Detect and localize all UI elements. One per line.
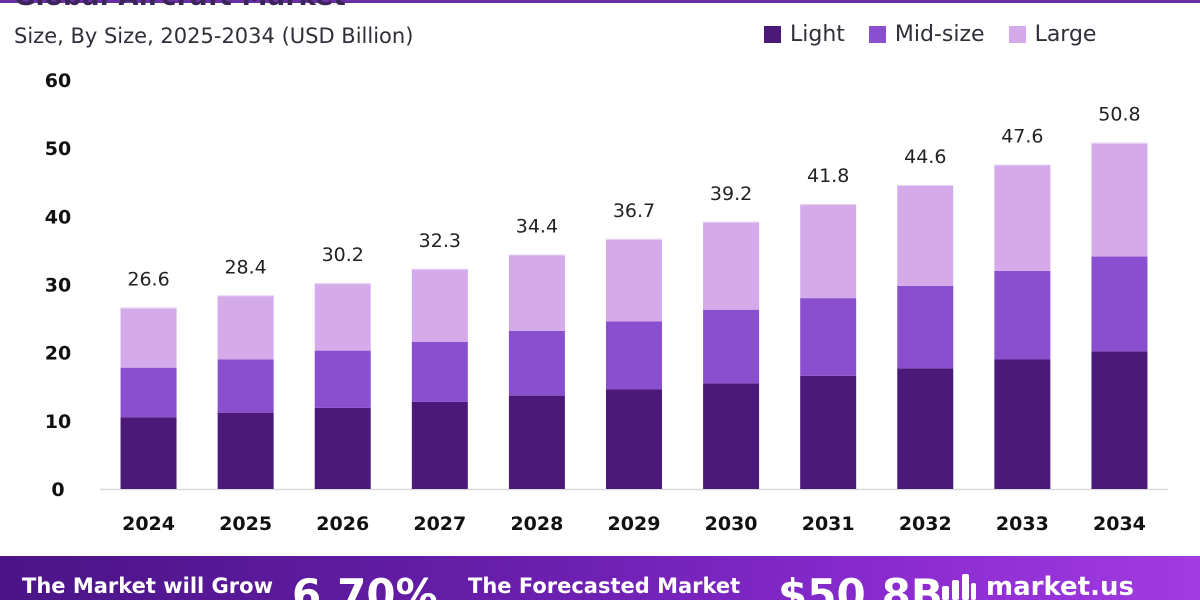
bar-total-label: 41.8 <box>807 165 849 187</box>
x-tick-label: 2026 <box>316 513 369 535</box>
bar-total-label: 32.3 <box>419 230 461 252</box>
legend-item-light: Light <box>764 22 845 47</box>
y-tick-label: 0 <box>51 479 64 501</box>
bar-segment-light <box>703 383 760 489</box>
bar-segment-mid-size <box>800 298 857 376</box>
legend-swatch-light <box>764 26 781 43</box>
bar-segment-mid-size <box>314 350 371 408</box>
x-tick-label: 2031 <box>802 513 855 535</box>
y-tick-label: 60 <box>45 70 71 92</box>
bar-segment-light <box>994 359 1051 489</box>
x-tick-label: 2034 <box>1093 513 1146 535</box>
legend: Light Mid-size Large <box>764 22 1096 47</box>
bar-segment-large <box>411 268 468 342</box>
legend-label-mid-size: Mid-size <box>894 22 985 47</box>
brand-name: market.us <box>986 572 1134 600</box>
bar-segment-large <box>1091 142 1148 257</box>
chart-subtitle: Size, By Size, 2025-2034 (USD Billion) <box>14 24 414 48</box>
legend-label-large: Large <box>1034 22 1097 47</box>
legend-swatch-large <box>1008 26 1026 43</box>
bar-segment-mid-size <box>994 270 1051 360</box>
footer-cagr: 6.70% <box>292 570 438 600</box>
bar-segment-mid-size <box>217 359 274 413</box>
x-tick-label: 2029 <box>608 513 661 535</box>
brand-bars-icon <box>942 574 976 600</box>
bar-total-label: 34.4 <box>516 216 558 238</box>
legend-item-mid-size: Mid-size <box>868 22 985 47</box>
x-tick-label: 2032 <box>899 513 952 535</box>
bar-segment-mid-size <box>411 341 468 402</box>
y-tick-label: 20 <box>45 343 71 365</box>
y-tick-label: 10 <box>45 411 71 433</box>
bar-segment-mid-size <box>606 321 662 390</box>
bar-segment-light <box>217 412 274 489</box>
bar-segment-light <box>314 407 371 489</box>
bar-segment-light <box>897 368 954 489</box>
legend-label-light: Light <box>790 22 845 47</box>
legend-item-large: Large <box>1008 22 1097 47</box>
bar-segment-light <box>411 401 468 489</box>
bar-segment-large <box>800 204 857 299</box>
bar-segment-mid-size <box>1091 256 1148 352</box>
bar-segment-large <box>994 164 1051 271</box>
bar-segment-light <box>800 375 857 489</box>
x-tick-label: 2030 <box>705 513 758 535</box>
bar-total-label: 28.4 <box>224 256 266 278</box>
bar-segment-large <box>897 184 954 286</box>
bar-total-label: 47.6 <box>1001 126 1043 148</box>
bar-segment-light <box>606 389 662 489</box>
bar-total-label: 36.7 <box>613 200 655 222</box>
footer-forecast-value: $50.8B <box>778 570 943 600</box>
bar-segment-mid-size <box>120 367 177 418</box>
bar-segment-light <box>508 395 565 489</box>
x-tick-label: 2027 <box>413 513 466 535</box>
bar-total-label: 30.2 <box>322 244 364 266</box>
top-border <box>0 0 1200 3</box>
brand-logo[interactable]: market.us <box>940 572 1134 600</box>
bar-segment-light <box>120 417 177 489</box>
x-tick-label: 2024 <box>122 513 175 535</box>
bar-segment-mid-size <box>508 330 565 396</box>
footer-grow-text: The Market will Grow <box>22 574 273 598</box>
footer-forecast-text: The Forecasted Market <box>468 574 741 598</box>
bar-segment-large <box>508 254 565 331</box>
bar-segment-large <box>217 295 274 360</box>
x-tick-label: 2028 <box>510 513 563 535</box>
y-tick-label: 40 <box>45 206 71 228</box>
bar-segment-mid-size <box>703 309 760 384</box>
y-tick-label: 30 <box>45 275 71 297</box>
legend-swatch-mid-size <box>868 26 886 43</box>
bar-total-label: 26.6 <box>127 269 169 291</box>
chart-title: Global Aircraft Market <box>14 0 346 12</box>
stacked-bar-chart: 010203040506026.6202428.4202530.2202632.… <box>45 70 1168 535</box>
bar-total-label: 44.6 <box>904 146 946 168</box>
x-tick-label: 2025 <box>219 513 272 535</box>
bar-total-label: 39.2 <box>710 183 752 205</box>
bar-segment-light <box>1091 351 1148 489</box>
bar-segment-mid-size <box>897 285 954 369</box>
bar-segment-large <box>314 283 371 351</box>
bar-segment-large <box>606 238 662 322</box>
bar-total-label: 50.8 <box>1098 104 1140 126</box>
footer-banner: The Market will Grow 6.70% The Forecaste… <box>0 556 1200 600</box>
x-tick-label: 2033 <box>996 513 1049 535</box>
bar-segment-large <box>120 307 177 368</box>
y-tick-label: 50 <box>45 138 71 160</box>
bar-segment-large <box>703 221 760 310</box>
